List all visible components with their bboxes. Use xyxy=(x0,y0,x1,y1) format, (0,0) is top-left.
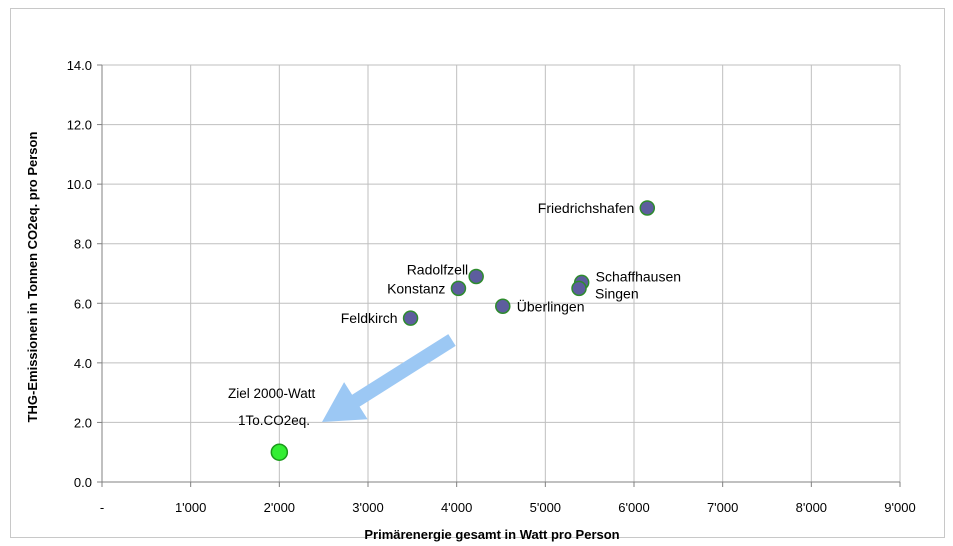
target-point xyxy=(270,443,289,461)
point-label-2: Konstanz xyxy=(387,280,445,296)
x-tick-label-6: 6'000 xyxy=(618,500,649,515)
point-label-1: Radolfzell xyxy=(407,261,468,277)
point-label-6: Feldkirch xyxy=(341,310,398,326)
point-label-0: Friedrichshafen xyxy=(538,200,635,216)
x-tick-label-9: 9'000 xyxy=(884,500,915,515)
x-tick-label-1: 1'000 xyxy=(175,500,206,515)
data-point-4 xyxy=(571,280,587,297)
target-arrow-shape xyxy=(322,334,456,422)
axes xyxy=(97,64,901,487)
y-axis-title: THG-Emissionen in Tonnen CO2eq. pro Pers… xyxy=(25,132,40,423)
y-tick-label-2: 4.0 xyxy=(74,356,92,371)
x-tick-label-2: 2'000 xyxy=(264,500,295,515)
y-tick-label-7: 14.0 xyxy=(67,58,92,73)
grid-lines xyxy=(102,64,901,482)
x-tick-label-5: 5'000 xyxy=(530,500,561,515)
point-label-5: Überlingen xyxy=(517,297,585,314)
x-tick-labels: - 1'000 2'000 3'000 4'000 5'000 6'000 7'000 8'00… xyxy=(100,500,916,515)
data-point-6 xyxy=(402,310,419,326)
x-axis-title: Primärenergie gesamt in Watt pro Person xyxy=(364,527,619,542)
y-tick-label-6: 12.0 xyxy=(67,118,92,133)
x-tick-label-7: 7'000 xyxy=(707,500,738,515)
y-tick-label-5: 10.0 xyxy=(67,177,92,192)
data-point-1 xyxy=(468,268,484,285)
y-tick-label-1: 2.0 xyxy=(74,415,92,430)
x-tick-label-8: 8'000 xyxy=(796,500,827,515)
annotation-line-2: 1To.CO2eq. xyxy=(238,413,310,428)
data-point-5 xyxy=(495,298,511,315)
y-tick-label-4: 8.0 xyxy=(74,237,92,252)
data-point-2 xyxy=(450,280,467,297)
target-arrow xyxy=(322,334,456,422)
data-point-0 xyxy=(639,200,656,216)
point-label-3: Schaffhausen xyxy=(596,268,681,284)
data-points xyxy=(270,200,656,461)
x-tick-label-4: 4'000 xyxy=(441,500,472,515)
point-label-4: Singen xyxy=(595,285,639,301)
x-tick-label-3: 3'000 xyxy=(352,500,383,515)
point-labels: Friedrichshafen Radolfzell Konstanz Schaffh… xyxy=(341,200,681,326)
x-tick-label-0: - xyxy=(100,500,104,515)
y-tick-label-3: 6.0 xyxy=(74,296,92,311)
y-tick-labels: 0.0 2.0 4.0 6.0 8.0 10.0 12.0 14.0 xyxy=(67,58,92,490)
annotation-line-1: Ziel 2000-Watt xyxy=(228,386,316,401)
y-tick-label-0: 0.0 xyxy=(74,475,92,490)
